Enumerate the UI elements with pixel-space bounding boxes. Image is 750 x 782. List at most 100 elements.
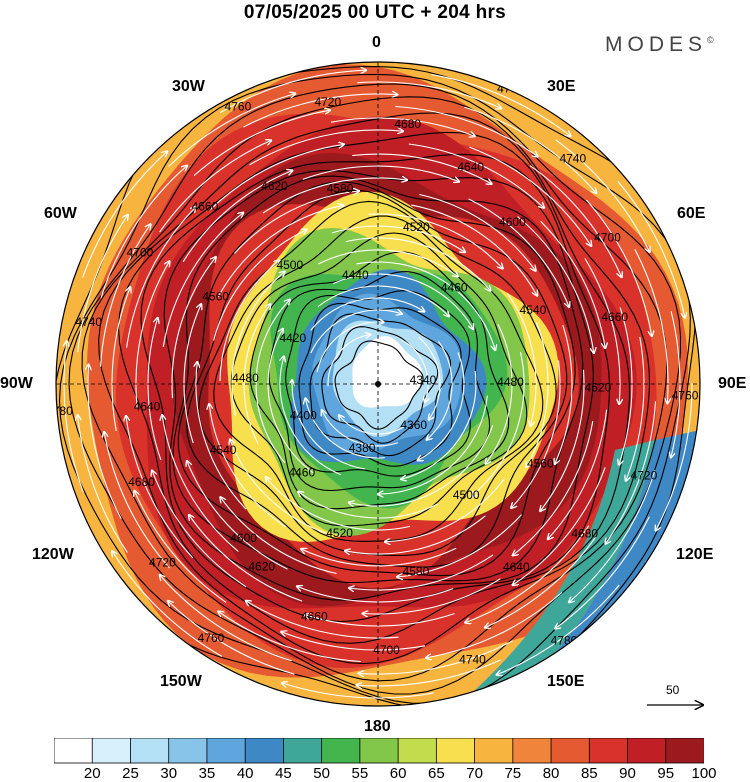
streamline bbox=[305, 614, 455, 627]
streamline bbox=[317, 285, 449, 316]
streamline bbox=[529, 165, 622, 278]
streamline bbox=[626, 336, 645, 481]
streamline bbox=[302, 165, 459, 182]
contour-label: 4480 bbox=[497, 375, 524, 389]
map-disc: 4340 4360 4380 4400 4420 4440 4460 4460 4480 4480… bbox=[56, 62, 700, 706]
contour-label: 4540 bbox=[520, 303, 547, 317]
streamline bbox=[357, 81, 501, 108]
colorbar-tick-label: 55 bbox=[351, 765, 369, 782]
contour-label: 4720 bbox=[631, 469, 658, 483]
colorbar-tick-label: 60 bbox=[389, 765, 407, 782]
streamline bbox=[540, 369, 585, 511]
contour-label: 4380 bbox=[349, 441, 376, 455]
contour-label: 4640 bbox=[457, 160, 484, 174]
contour-label: 4460 bbox=[288, 466, 315, 480]
contour-label: 4560 bbox=[527, 457, 554, 471]
streamline bbox=[171, 257, 216, 399]
streamline bbox=[634, 249, 668, 403]
contour-label: 4740 bbox=[75, 315, 102, 329]
colorbar-swatch bbox=[550, 738, 590, 764]
streamline bbox=[411, 204, 537, 296]
brand-logo: MODES© bbox=[605, 33, 714, 57]
contour-label: 4600 bbox=[499, 215, 526, 229]
lon-label-60e: 60E bbox=[677, 205, 706, 222]
contour-line bbox=[249, 251, 510, 510]
contour-label: 4660 bbox=[192, 200, 219, 214]
streamline bbox=[220, 497, 337, 575]
streamline bbox=[368, 213, 503, 268]
streamline bbox=[246, 601, 399, 639]
contour-label: 4760 bbox=[225, 99, 252, 113]
streamline bbox=[77, 215, 128, 353]
colorbar-tick-label: 30 bbox=[160, 765, 178, 782]
streamline bbox=[569, 470, 656, 602]
contour-label: 4700 bbox=[373, 643, 400, 657]
colorbar-swatch bbox=[588, 738, 629, 764]
contour-line bbox=[118, 131, 631, 644]
streamline bbox=[218, 612, 361, 663]
streamline bbox=[418, 352, 465, 461]
streamline bbox=[249, 130, 403, 166]
streamline bbox=[349, 554, 494, 590]
contour-label: 4520 bbox=[403, 220, 430, 234]
map-border bbox=[55, 61, 701, 707]
streamline bbox=[619, 307, 633, 465]
contour-label: 4660 bbox=[301, 610, 328, 624]
streamline bbox=[266, 477, 411, 531]
colorbar-tick-label: 70 bbox=[466, 765, 483, 782]
streamline bbox=[187, 461, 288, 570]
colorbar-tick-label: 40 bbox=[236, 765, 254, 782]
streamline bbox=[292, 380, 366, 470]
colorbar-tick-label: 95 bbox=[657, 765, 675, 782]
reference-vector-label: 50 bbox=[666, 683, 680, 697]
contour-label: 4680 bbox=[128, 475, 155, 489]
colorbar-swatch bbox=[91, 738, 132, 764]
streamline bbox=[134, 491, 227, 603]
streamline bbox=[182, 171, 292, 262]
colorbar-swatch bbox=[435, 738, 476, 764]
pole-marker bbox=[375, 381, 381, 387]
streamline bbox=[135, 261, 169, 408]
contour-label: 4460 bbox=[441, 280, 468, 294]
contour-label: 4780 bbox=[497, 82, 524, 96]
streamline bbox=[507, 293, 537, 427]
colorbar-tick-label: 35 bbox=[198, 765, 216, 782]
streamline bbox=[310, 297, 425, 331]
streamline bbox=[196, 362, 247, 510]
streamline bbox=[378, 395, 488, 494]
colorbar-tick-label: 65 bbox=[428, 765, 445, 782]
colorbar-swatch bbox=[321, 738, 361, 764]
contour-label: 4720 bbox=[149, 556, 176, 570]
streamline bbox=[234, 191, 359, 254]
colorbar-tick-label: 90 bbox=[619, 765, 636, 782]
contour-label: 4420 bbox=[279, 331, 306, 345]
streamline bbox=[464, 106, 596, 193]
streamline bbox=[162, 213, 243, 347]
streamline bbox=[431, 74, 571, 136]
streamline bbox=[397, 514, 522, 577]
streamline bbox=[385, 478, 505, 542]
streamline bbox=[497, 584, 620, 675]
colorbar-swatch bbox=[512, 738, 552, 764]
colorbar-tick-label: 80 bbox=[542, 765, 560, 782]
streamline bbox=[395, 105, 537, 157]
streamline bbox=[64, 341, 84, 493]
streamline bbox=[418, 336, 441, 419]
colorbar-swatch bbox=[206, 738, 246, 764]
contour-label: 4620 bbox=[261, 179, 288, 193]
streamline bbox=[585, 199, 651, 336]
streamline bbox=[243, 94, 397, 128]
streamline bbox=[356, 261, 495, 350]
contour-label: 4620 bbox=[585, 380, 612, 394]
streamline bbox=[517, 216, 594, 353]
streamline bbox=[310, 310, 402, 354]
streamline bbox=[486, 324, 513, 464]
contour-label: 4700 bbox=[594, 231, 621, 245]
colorbar-swatch bbox=[168, 738, 208, 764]
streamline bbox=[111, 287, 130, 432]
contour-label: 4480 bbox=[232, 371, 259, 385]
streamline bbox=[363, 578, 501, 614]
lon-label-150w: 150W bbox=[160, 673, 202, 690]
contour-line bbox=[163, 170, 594, 601]
colorbar-swatch bbox=[397, 738, 438, 764]
